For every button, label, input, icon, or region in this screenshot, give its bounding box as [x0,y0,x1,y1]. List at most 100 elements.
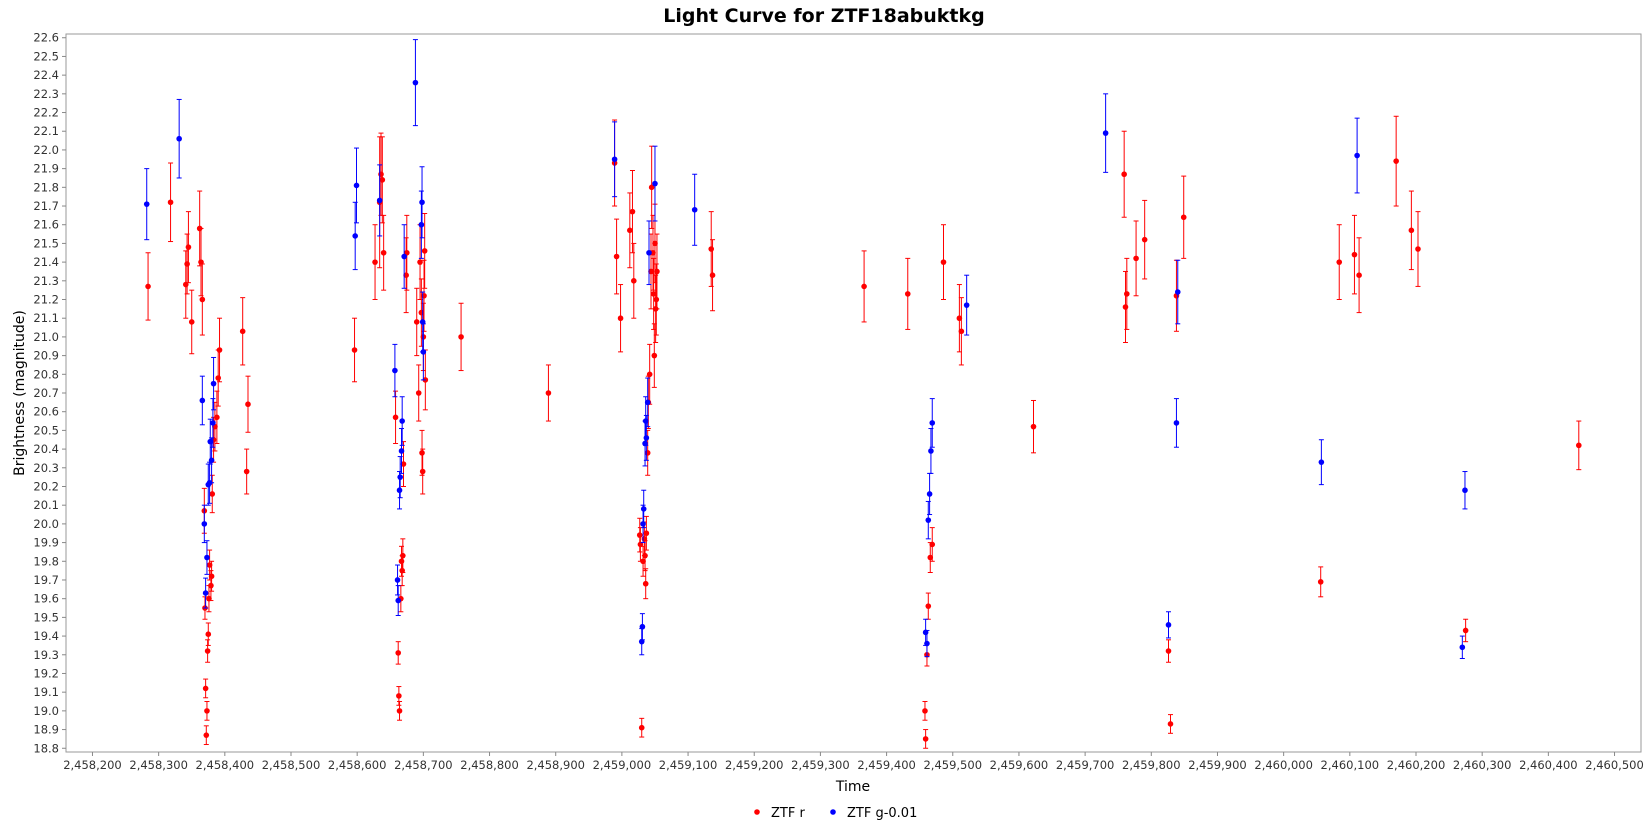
data-point [1124,291,1130,297]
data-point [204,554,210,561]
x-tick-label: 2,459,000 [593,758,652,772]
data-marks [143,39,1582,749]
data-point [629,208,636,215]
data-point [963,302,970,308]
data-point [1408,227,1415,234]
x-tick-label: 2,460,200 [1387,758,1446,772]
data-point [395,650,402,656]
data-point [1356,272,1362,279]
y-tick-label: 20.4 [33,442,59,456]
data-point [1354,152,1360,159]
data-point [613,253,620,260]
y-tick-label: 22.5 [33,49,59,63]
y-tick-label: 22.2 [33,106,59,120]
y-tick-label: 21.7 [33,199,59,213]
data-point [643,435,650,441]
data-point [861,283,867,290]
data-point [376,197,383,204]
data-point [929,420,936,426]
data-point [611,156,618,163]
data-point [654,268,660,275]
data-point [1121,171,1127,178]
data-point [412,79,419,86]
data-point [929,541,936,548]
data-point [617,315,624,322]
data-point [398,558,405,565]
data-point [922,708,928,714]
data-point [924,640,930,647]
data-point [646,371,653,378]
x-tick-label: 2,458,700 [394,758,453,772]
data-point [925,603,932,609]
y-tick-label: 22.0 [33,143,59,157]
y-tick-label: 21.6 [33,218,59,232]
data-point [419,199,425,206]
data-point [208,582,214,589]
y-tick-label: 18.9 [33,723,59,737]
data-point [395,597,402,604]
x-tick-label: 2,458,800 [460,758,519,772]
data-point [210,380,217,387]
x-tick-label: 2,459,900 [1188,758,1247,772]
data-point [709,272,716,279]
data-point [379,177,386,183]
y-tick-label: 21.8 [33,180,59,194]
data-point [644,399,651,406]
x-tick-label: 2,460,000 [1254,758,1313,772]
x-tick-label: 2,458,900 [526,758,585,772]
y-tick-label: 19.8 [33,554,59,568]
x-tick-label: 2,459,500 [923,758,982,772]
data-point [421,292,427,299]
y-tick-label: 19.9 [33,536,59,550]
data-point [202,685,209,692]
data-point [353,182,360,189]
x-tick-label: 2,458,400 [196,758,255,772]
data-point [239,328,246,335]
x-tick-label: 2,459,800 [1122,758,1181,772]
x-axis-label: Time [835,779,870,795]
data-point [652,180,658,187]
data-point [204,648,211,654]
legend-swatch-ztf-g [830,809,836,815]
data-point [372,259,378,265]
data-point [204,708,210,714]
data-point [927,554,934,561]
y-tick-label: 21.9 [33,162,59,176]
data-point [1174,289,1181,295]
y-tick-label: 19.2 [33,666,59,680]
x-tick-label: 2,459,100 [659,758,718,772]
data-point [400,552,406,559]
y-tick-label: 18.8 [33,741,59,755]
data-point [1030,423,1037,430]
data-point [928,448,934,454]
x-tick-label: 2,460,400 [1519,758,1578,772]
data-point [1165,648,1172,654]
x-tick-label: 2,459,700 [1056,758,1115,772]
data-point [545,390,552,396]
data-point [209,491,216,497]
data-point [419,450,425,456]
y-tick-label: 19.6 [33,592,59,606]
data-point [420,349,427,355]
data-point [243,468,250,475]
data-point [245,401,251,408]
data-point [1141,236,1148,243]
data-point [1102,130,1109,136]
data-point [925,517,932,523]
data-point [940,259,947,265]
x-tick-label: 2,460,500 [1585,758,1644,772]
x-tick-label: 2,459,200 [725,758,784,772]
data-point [351,347,358,353]
data-point [418,221,425,228]
data-point [1165,622,1172,628]
y-tick-label: 19.5 [33,610,59,624]
data-point [1393,158,1399,164]
y-tick-label: 19.4 [33,629,59,643]
data-point [648,184,655,191]
data-point [926,491,933,497]
data-point [650,291,657,297]
data-point [380,249,387,256]
y-tick-label: 19.1 [33,685,59,699]
data-point [201,521,208,527]
data-point [639,623,646,630]
